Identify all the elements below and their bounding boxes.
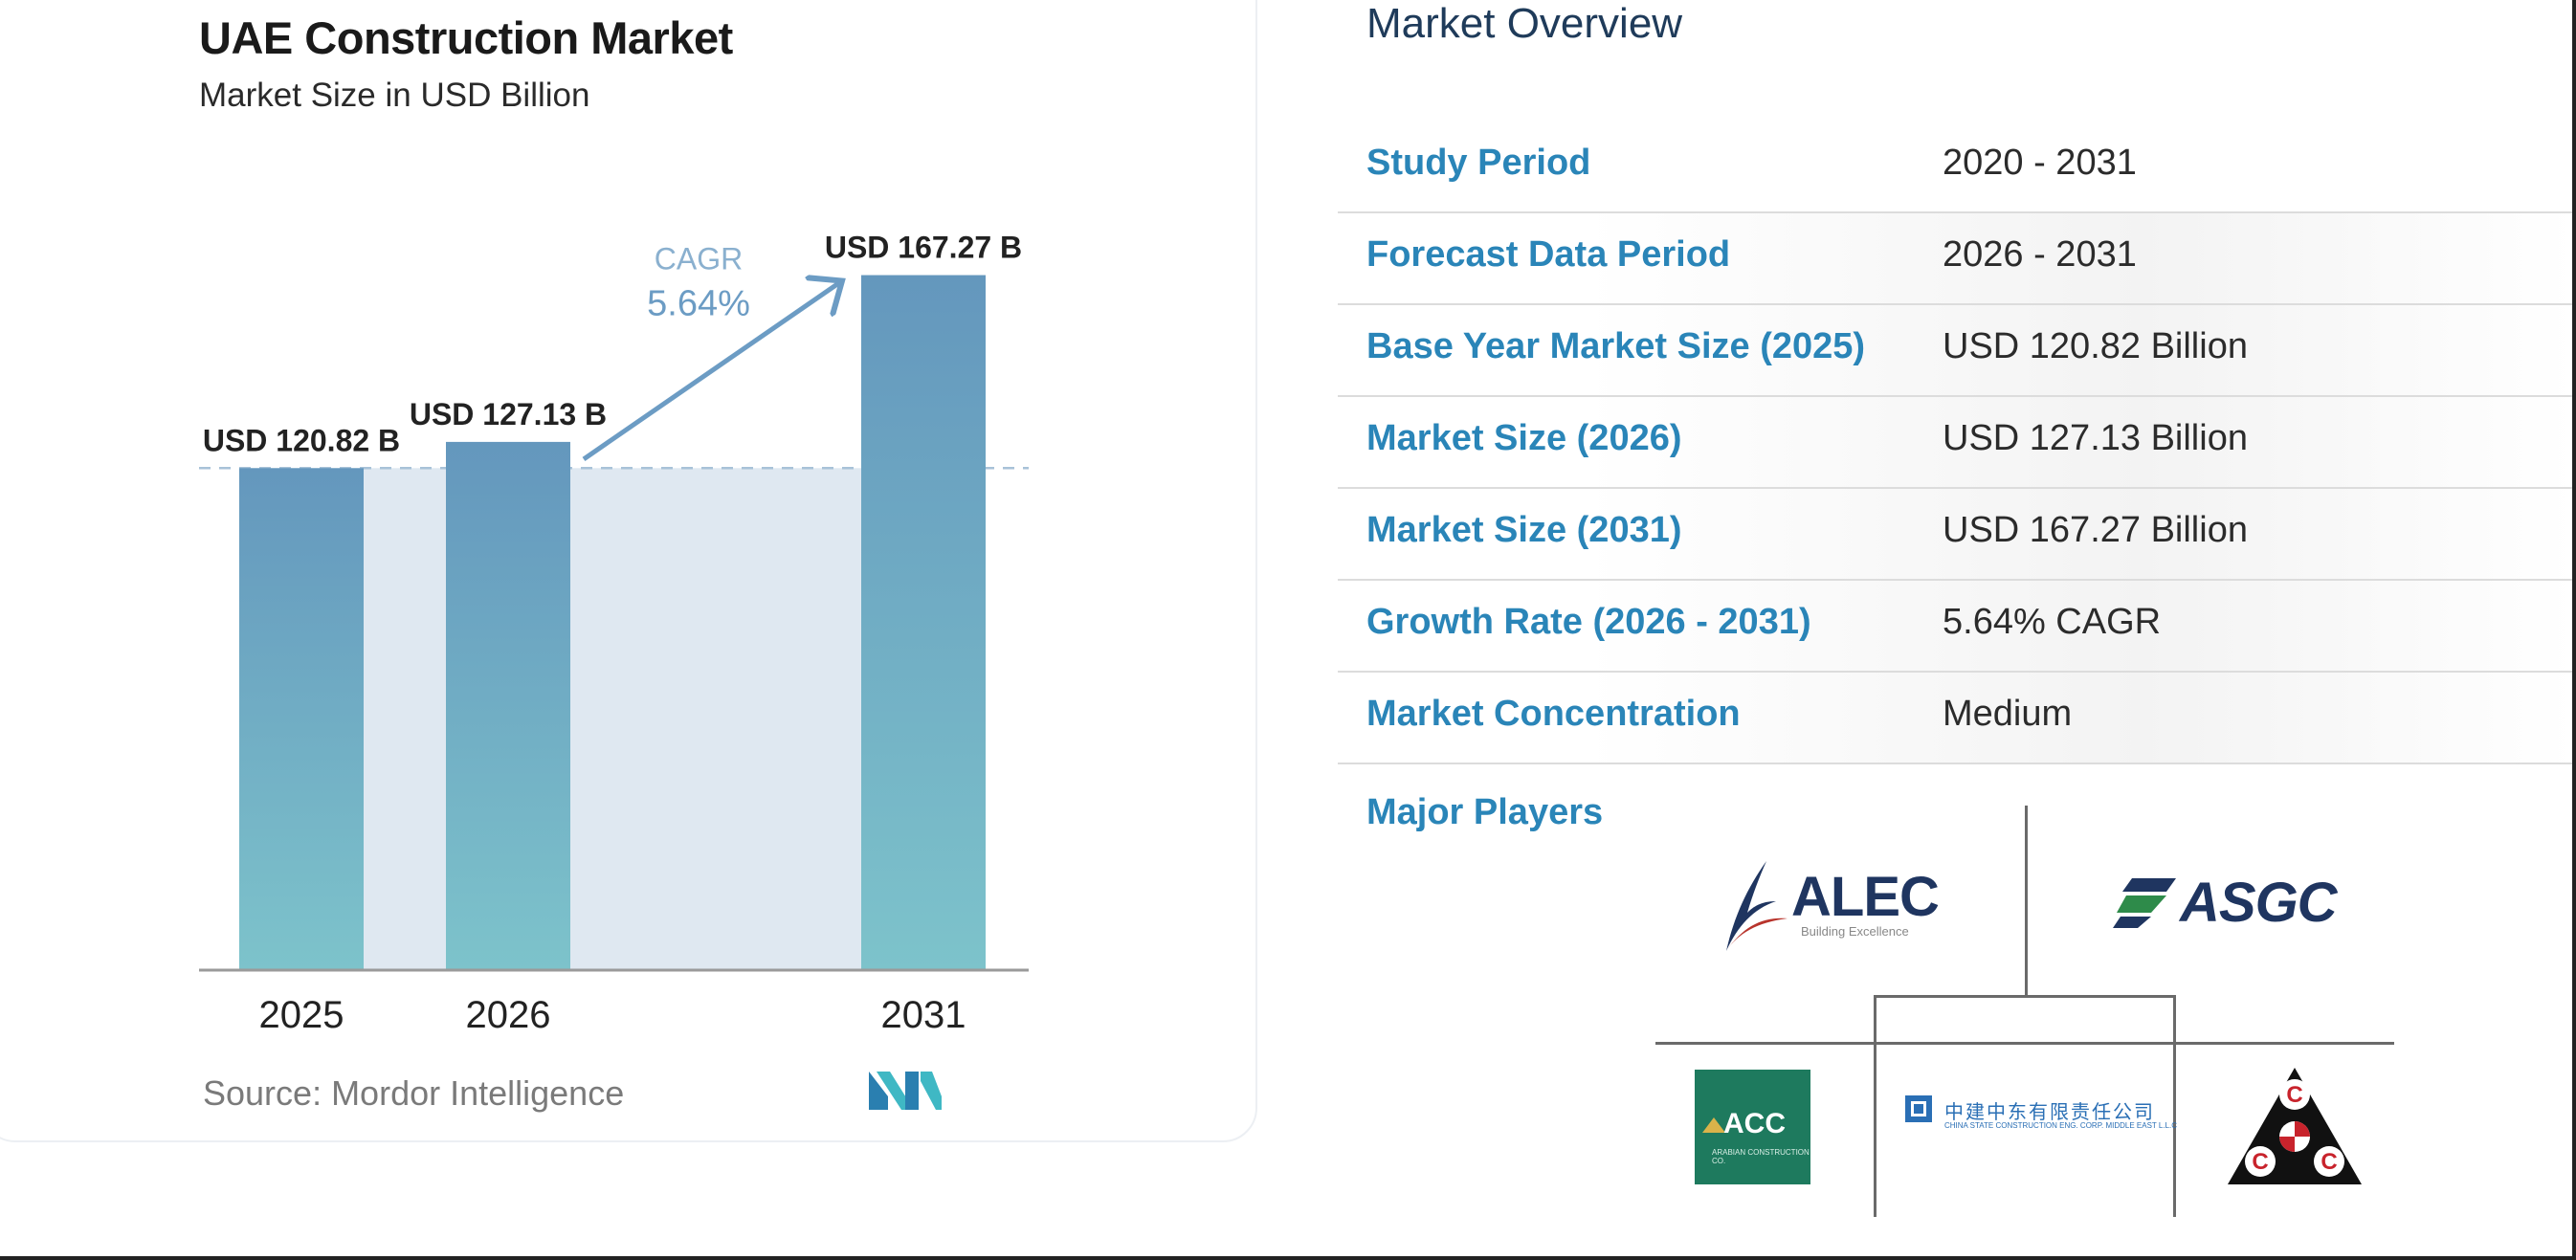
bar-value-label: USD 120.82 B <box>203 423 400 457</box>
asgc-mark-icon <box>2113 878 2176 928</box>
asgc-logo: ASGC <box>2113 869 2352 945</box>
row-value: USD 167.27 Billion <box>1943 510 2248 550</box>
row-value: USD 127.13 Billion <box>1943 418 2248 458</box>
row-value: 2020 - 2031 <box>1943 143 2137 183</box>
chart-subtitle: Market Size in USD Billion <box>199 77 590 114</box>
overview-row-forecast-period: Forecast Data Period 2026 - 2031 <box>1338 213 2576 305</box>
bar-value-label: USD 127.13 B <box>410 397 607 431</box>
row-value: 5.64% CAGR <box>1943 602 2162 642</box>
alec-wordmark: ALEC <box>1791 866 1940 928</box>
bar <box>239 468 364 970</box>
asgc-wordmark: ASGC <box>2180 872 2338 934</box>
cscec-mark-icon <box>1904 1094 1933 1123</box>
ccc-letter: C <box>2252 1149 2268 1175</box>
bar-chart: USD 120.82 B 2025 USD 127.13 B 2026 USD 167.… <box>199 231 1029 1036</box>
overview-row-size-2026: Market Size (2026) USD 127.13 Billion <box>1338 397 2576 489</box>
row-label: Market Concentration <box>1366 694 1741 734</box>
ccc-triangle-icon: C C C <box>2228 1068 2362 1184</box>
bar <box>861 275 986 970</box>
acc-logo: ACC ARABIAN CONSTRUCTION CO. <box>1695 1070 1810 1184</box>
bar <box>446 441 570 970</box>
overview-row-study-period: Study Period 2020 - 2031 <box>1338 122 2576 213</box>
cagr-arrow <box>582 281 842 461</box>
players-divider <box>2173 995 2176 1217</box>
cscec-tagline: CHINA STATE CONSTRUCTION ENG. CORP. MIDD… <box>1944 1121 2178 1130</box>
row-label: Forecast Data Period <box>1366 234 1731 275</box>
overview-title: Market Overview <box>1366 0 1683 47</box>
acc-triangle-icon <box>1702 1117 1725 1133</box>
x-tick-label: 2031 <box>881 994 966 1036</box>
row-value: 2026 - 2031 <box>1943 234 2137 275</box>
chart-title: UAE Construction Market <box>199 12 733 63</box>
players-divider <box>1655 1042 2394 1045</box>
row-value: Medium <box>1943 694 2073 734</box>
alec-logo: ALEC Building Excellence <box>1719 859 1958 955</box>
row-label: Base Year Market Size (2025) <box>1366 326 1866 366</box>
ccc-logo: C C C <box>2226 1066 2364 1188</box>
row-label: Growth Rate (2026 - 2031) <box>1366 602 1811 642</box>
acc-wordmark: ACC <box>1723 1108 1786 1139</box>
major-players-label: Major Players <box>1366 792 1604 832</box>
row-label: Study Period <box>1366 143 1591 183</box>
overview-row-growth-rate: Growth Rate (2026 - 2031) 5.64% CAGR <box>1338 581 2576 673</box>
mordor-intelligence-logo <box>869 1072 942 1110</box>
ccc-letter: C <box>2286 1082 2302 1108</box>
overview-table: Study Period 2020 - 2031 Forecast Data P… <box>1338 122 2576 764</box>
overview-row-concentration: Market Concentration Medium <box>1338 673 2576 764</box>
alec-mark-icon <box>1726 861 1788 951</box>
row-label: Market Size (2026) <box>1366 418 1682 458</box>
frame-border <box>2572 0 2576 1260</box>
x-tick-label: 2025 <box>259 994 344 1036</box>
players-divider <box>1874 995 1876 1217</box>
cagr-label: CAGR <box>655 242 743 276</box>
acc-tagline: ARABIAN CONSTRUCTION CO. <box>1712 1148 1810 1165</box>
players-divider <box>2025 806 2028 995</box>
frame-border <box>0 1256 2576 1260</box>
x-tick-label: 2026 <box>466 994 551 1036</box>
cscec-wordmark: 中建中东有限责任公司 <box>1944 1102 2155 1123</box>
ccc-letter: C <box>2321 1149 2337 1175</box>
alec-tagline: Building Excellence <box>1801 924 1909 939</box>
players-divider <box>1874 995 2176 998</box>
row-label: Market Size (2031) <box>1366 510 1682 550</box>
row-value: USD 120.82 Billion <box>1943 326 2248 366</box>
bar-value-label: USD 167.27 B <box>825 231 1022 265</box>
chart-source: Source: Mordor Intelligence <box>203 1073 625 1113</box>
cagr-value: 5.64% <box>647 284 750 324</box>
overview-row-base-year-size: Base Year Market Size (2025) USD 120.82 … <box>1338 305 2576 397</box>
overview-row-size-2031: Market Size (2031) USD 167.27 Billion <box>1338 489 2576 581</box>
